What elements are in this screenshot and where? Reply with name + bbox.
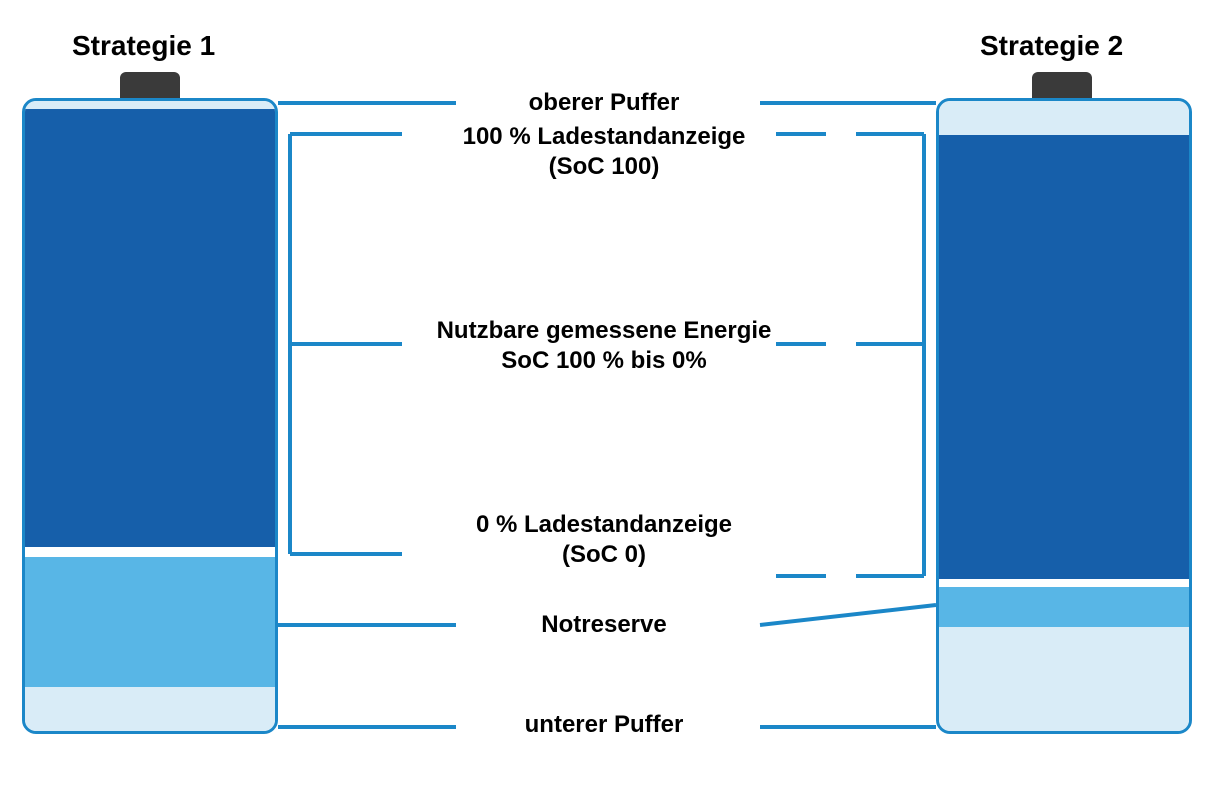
label-soc100-line1: 100 % Ladestandanzeige bbox=[463, 123, 746, 150]
label-soc0: 0 % Ladestandanzeige (SoC 0) bbox=[0, 510, 1208, 570]
label-usable-line1: Nutzbare gemessene Energie bbox=[437, 317, 772, 344]
label-lower-buffer: unterer Puffer bbox=[0, 710, 1208, 740]
label-usable: Nutzbare gemessene Energie SoC 100 % bis… bbox=[0, 316, 1208, 376]
label-soc100-line2: (SoC 100) bbox=[549, 153, 660, 180]
label-soc0-line2: (SoC 0) bbox=[562, 541, 646, 568]
label-usable-line2: SoC 100 % bis 0% bbox=[501, 347, 706, 374]
label-soc100: 100 % Ladestandanzeige (SoC 100) bbox=[0, 122, 1208, 182]
label-reserve: Notreserve bbox=[0, 610, 1208, 640]
connector-lines bbox=[0, 0, 1208, 787]
battery-strategy-diagram: Strategie 1 Strategie 2 oberer Puffer 10… bbox=[0, 0, 1208, 787]
label-upper-buffer: oberer Puffer bbox=[0, 88, 1208, 118]
label-soc0-line1: 0 % Ladestandanzeige bbox=[476, 511, 732, 538]
